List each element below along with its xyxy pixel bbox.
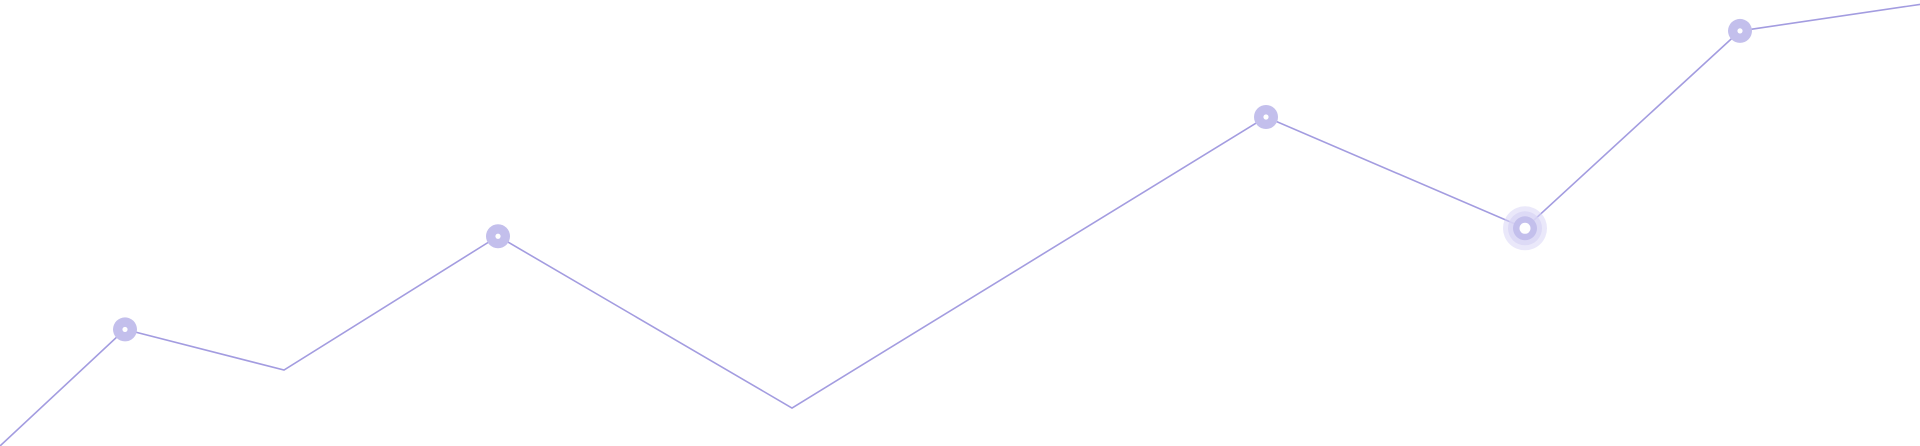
data-point[interactable] (113, 317, 137, 342)
data-point-center (1737, 28, 1743, 34)
data-point-highlighted[interactable] (1503, 206, 1547, 251)
data-point-center (1519, 222, 1531, 234)
data-point-center (1263, 114, 1269, 120)
data-point-layer (113, 18, 1752, 342)
data-point[interactable] (486, 224, 510, 249)
data-point[interactable] (1728, 18, 1752, 43)
data-point-center (495, 233, 501, 239)
data-point-center (122, 326, 128, 333)
data-point[interactable] (1254, 105, 1278, 130)
